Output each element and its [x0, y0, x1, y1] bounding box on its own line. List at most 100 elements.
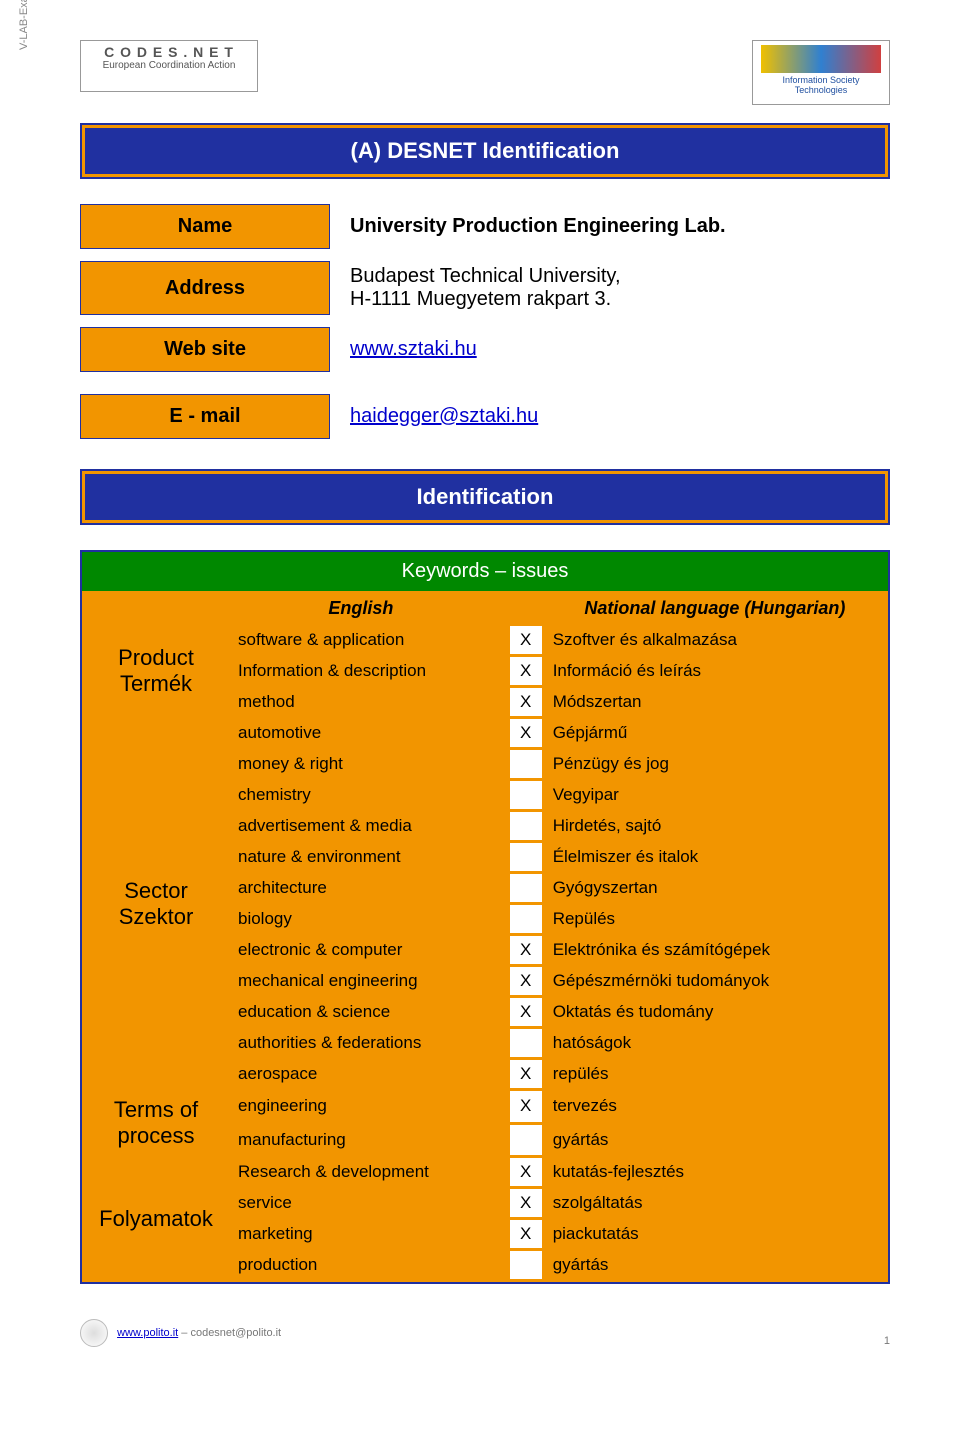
kw-x: X [510, 688, 542, 716]
kw-hu: Repülés [545, 905, 885, 933]
kw-lang-nat: National language (Hungarian) [545, 594, 885, 623]
label-email: E - mail [80, 394, 330, 439]
kw-en: education & science [230, 998, 492, 1026]
kw-x: X [510, 1060, 542, 1088]
kw-en: electronic & computer [230, 936, 492, 964]
kw-x [510, 1125, 542, 1156]
kw-x: X [510, 1091, 542, 1122]
footer-left: www.polito.it – codesnet@polito.it [80, 1319, 281, 1347]
kw-en: money & right [230, 750, 492, 778]
kw-row: ProductTerméksoftware & applicationXSzof… [85, 626, 885, 654]
footer-link[interactable]: www.polito.it [117, 1327, 178, 1339]
kw-en: aerospace [230, 1060, 492, 1088]
kw-x: X [510, 719, 542, 747]
label-website: Web site [80, 327, 330, 372]
kw-hu: kutatás-fejlesztés [545, 1158, 885, 1186]
kw-en: mechanical engineering [230, 967, 492, 995]
kw-x: X [510, 626, 542, 654]
email-section: E - mail haidegger@sztaki.hu [80, 394, 890, 439]
kw-en: chemistry [230, 781, 492, 809]
ist-icon [761, 45, 881, 73]
label-name: Name [80, 204, 330, 249]
kw-group-product: ProductTermék [85, 626, 227, 716]
kw-en: manufacturing [230, 1125, 492, 1156]
kw-hu: Elektrónika és számítógépek [545, 936, 885, 964]
kw-en: architecture [230, 874, 492, 902]
kw-hu: piackutatás [545, 1220, 885, 1248]
keywords-table: English National language (Hungarian) Prod… [82, 591, 888, 1282]
kw-x: X [510, 967, 542, 995]
logo-codesnet-title: C O D E S . N E T [89, 45, 249, 60]
kw-x [510, 812, 542, 840]
kw-en: automotive [230, 719, 492, 747]
kw-x [510, 1251, 542, 1279]
logo-ist: Information Society Technologies [752, 40, 890, 105]
kw-hu: Hirdetés, sajtó [545, 812, 885, 840]
kw-hu: gyártás [545, 1251, 885, 1279]
kw-hu: Oktatás és tudomány [545, 998, 885, 1026]
kw-en: Research & development [230, 1158, 492, 1186]
kw-hu: Gépjármű [545, 719, 885, 747]
kw-en: authorities & federations [230, 1029, 492, 1057]
kw-en: Information & description [230, 657, 492, 685]
kw-row: SectorSzektorautomotiveXGépjármű [85, 719, 885, 747]
kw-hu: repülés [545, 1060, 885, 1088]
kw-x [510, 1029, 542, 1057]
kw-x [510, 781, 542, 809]
page-number: 1 [884, 1335, 890, 1347]
kw-x [510, 905, 542, 933]
kw-en: method [230, 688, 492, 716]
kw-en: marketing [230, 1220, 492, 1248]
kw-x: X [510, 1220, 542, 1248]
footer: www.polito.it – codesnet@polito.it 1 [80, 1319, 890, 1347]
label-address: Address [80, 261, 330, 315]
address-line2: H-1111 Muegyetem rakpart 3. [350, 288, 890, 311]
kw-x: X [510, 1189, 542, 1217]
kw-en: biology [230, 905, 492, 933]
kw-group-sector: SectorSzektor [85, 719, 227, 1088]
kw-lang-en: English [230, 594, 492, 623]
logo-codesnet: C O D E S . N E T European Coordination … [80, 40, 258, 92]
keywords-header: Keywords – issues [82, 552, 888, 591]
kw-en: software & application [230, 626, 492, 654]
value-website: www.sztaki.hu [350, 327, 890, 372]
address-line1: Budapest Technical University, [350, 265, 890, 288]
banner-identification: Identification [80, 469, 890, 525]
kw-x: X [510, 998, 542, 1026]
email-link[interactable]: haidegger@sztaki.hu [350, 405, 890, 428]
kw-hu: Pénzügy és jog [545, 750, 885, 778]
logo-ist-line2: Technologies [761, 86, 881, 96]
kw-hu: Gyógyszertan [545, 874, 885, 902]
kw-row: FolyamatokResearch & developmentXkutatás… [85, 1158, 885, 1186]
logo-codesnet-subtitle: European Coordination Action [89, 60, 249, 71]
kw-row: Terms ofprocessengineeringXtervezés [85, 1091, 885, 1122]
value-address: Budapest Technical University, H-1111 Mu… [350, 261, 890, 315]
info-section: Name University Production Engineering L… [80, 204, 890, 372]
header-logos: C O D E S . N E T European Coordination … [80, 40, 890, 105]
kw-en: nature & environment [230, 843, 492, 871]
kw-x: X [510, 936, 542, 964]
kw-hu: tervezés [545, 1091, 885, 1122]
banner-desnet-title: (A) DESNET Identification [85, 128, 885, 174]
value-name: University Production Engineering Lab. [350, 204, 890, 249]
kw-hu: Szoftver és alkalmazása [545, 626, 885, 654]
kw-en: production [230, 1251, 492, 1279]
banner-desnet: (A) DESNET Identification [80, 123, 890, 179]
kw-hu: szolgáltatás [545, 1189, 885, 1217]
kw-x [510, 843, 542, 871]
footer-seal-icon [80, 1319, 108, 1347]
kw-group-foly: Folyamatok [85, 1158, 227, 1279]
footer-email: codesnet@polito.it [190, 1327, 281, 1339]
kw-group-terms: Terms ofprocess [85, 1091, 227, 1155]
kw-hu: Információ és leírás [545, 657, 885, 685]
kw-hu: Módszertan [545, 688, 885, 716]
kw-x: X [510, 657, 542, 685]
kw-en: service [230, 1189, 492, 1217]
keywords-container: Keywords – issues English National langua… [80, 550, 890, 1284]
website-link[interactable]: www.sztaki.hu [350, 338, 890, 361]
page: C O D E S . N E T European Coordination … [0, 0, 960, 1387]
kw-hu: hatóságok [545, 1029, 885, 1057]
kw-hu: Élelmiszer és italok [545, 843, 885, 871]
kw-x [510, 750, 542, 778]
banner-identification-title: Identification [85, 474, 885, 520]
